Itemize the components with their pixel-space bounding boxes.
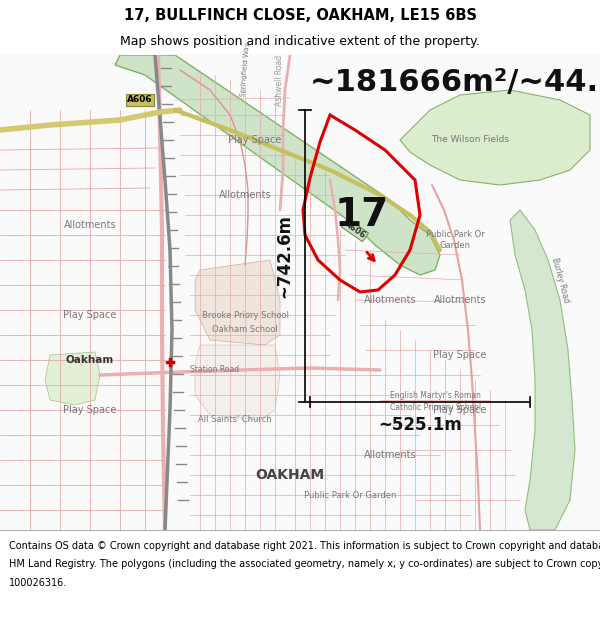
Text: Map shows position and indicative extent of the property.: Map shows position and indicative extent… xyxy=(120,35,480,48)
Polygon shape xyxy=(195,260,280,345)
Text: Public Park Or Garden: Public Park Or Garden xyxy=(304,491,396,499)
Text: All Saints' Church: All Saints' Church xyxy=(198,416,272,424)
Text: A606: A606 xyxy=(127,96,153,104)
Polygon shape xyxy=(195,345,280,420)
Text: Catholic Primary School: Catholic Primary School xyxy=(390,404,481,412)
Text: Ashwell Road: Ashwell Road xyxy=(275,54,284,106)
Text: ~742.6m: ~742.6m xyxy=(275,214,293,298)
Text: HM Land Registry. The polygons (including the associated geometry, namely x, y c: HM Land Registry. The polygons (includin… xyxy=(9,559,600,569)
Text: 17: 17 xyxy=(335,196,389,234)
Text: Play Space: Play Space xyxy=(433,405,487,415)
Text: A606: A606 xyxy=(343,219,367,241)
Polygon shape xyxy=(510,210,575,530)
Text: Allotments: Allotments xyxy=(218,190,271,200)
Text: Play Space: Play Space xyxy=(229,135,281,145)
Text: Play Space: Play Space xyxy=(433,350,487,360)
Text: Allotments: Allotments xyxy=(64,220,116,230)
Text: Play Space: Play Space xyxy=(64,310,116,320)
Polygon shape xyxy=(400,90,590,185)
Text: The Wilson Fields: The Wilson Fields xyxy=(431,136,509,144)
Text: Oakham School: Oakham School xyxy=(212,326,278,334)
Text: Brooke Priory School: Brooke Priory School xyxy=(202,311,289,319)
Text: 100026316.: 100026316. xyxy=(9,578,67,587)
Text: Allotments: Allotments xyxy=(364,450,416,460)
Text: ~525.1m: ~525.1m xyxy=(378,416,462,434)
Text: 17, BULLFINCH CLOSE, OAKHAM, LE15 6BS: 17, BULLFINCH CLOSE, OAKHAM, LE15 6BS xyxy=(124,8,476,23)
Text: Burley Road: Burley Road xyxy=(550,256,571,304)
Polygon shape xyxy=(45,352,100,405)
Text: Public Park Or
Garden: Public Park Or Garden xyxy=(425,230,484,250)
Text: Station Road: Station Road xyxy=(190,366,239,374)
Text: ~181666m²/~44.891ac.: ~181666m²/~44.891ac. xyxy=(310,68,600,96)
Text: Allotments: Allotments xyxy=(434,295,487,305)
Text: English Martyr's Roman: English Martyr's Roman xyxy=(390,391,481,399)
Polygon shape xyxy=(115,55,440,275)
Text: Play Space: Play Space xyxy=(64,405,116,415)
Text: Oakham: Oakham xyxy=(66,355,114,365)
Text: Allotments: Allotments xyxy=(364,295,416,305)
Text: OAKHAM: OAKHAM xyxy=(256,468,325,482)
Text: Contains OS data © Crown copyright and database right 2021. This information is : Contains OS data © Crown copyright and d… xyxy=(9,541,600,551)
Text: Springfield Way: Springfield Way xyxy=(239,42,250,98)
